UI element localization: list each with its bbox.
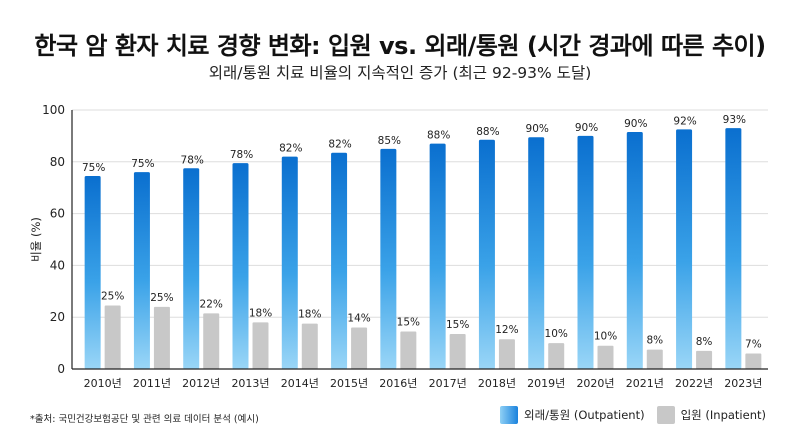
x-tick-label: 2015년 (330, 377, 368, 390)
data-label-outpatient: 85% (378, 135, 401, 147)
data-label-outpatient: 78% (181, 154, 204, 166)
data-label-inpatient: 8% (696, 336, 713, 348)
data-label-outpatient: 90% (575, 122, 598, 134)
bars (84, 128, 762, 369)
bar-outpatient (626, 132, 643, 369)
legend-label-outpatient: 외래/통원 (Outpatient) (523, 408, 645, 422)
bar-outpatient (84, 176, 101, 369)
bar-inpatient (548, 343, 565, 369)
data-label-outpatient: 78% (230, 149, 253, 161)
chart-title: 한국 암 환자 치료 경향 변화: 입원 vs. 외래/통원 (시간 경과에 따… (34, 32, 766, 60)
bar-outpatient (281, 156, 298, 369)
data-label-outpatient: 82% (279, 143, 302, 155)
bar-inpatient (745, 353, 762, 369)
bar-inpatient (400, 331, 417, 369)
data-label-outpatient: 92% (673, 115, 696, 127)
data-label-outpatient: 90% (624, 118, 647, 130)
bar-inpatient (646, 349, 663, 369)
data-label-inpatient: 10% (594, 331, 617, 343)
chart-subtitle: 외래/통원 치료 비율의 지속적인 증가 (최근 92-93% 도달) (208, 64, 592, 82)
x-tick-label: 2018년 (478, 377, 516, 390)
bar-inpatient (498, 339, 515, 369)
bar-inpatient (449, 334, 466, 369)
data-label-inpatient: 25% (101, 291, 124, 303)
data-label-inpatient: 15% (397, 316, 420, 328)
data-label-inpatient: 14% (347, 313, 370, 325)
bar-outpatient (676, 129, 693, 369)
legend-swatch-inpatient (656, 406, 675, 424)
bar-outpatient (429, 143, 446, 369)
bar-inpatient (153, 306, 170, 369)
bar-outpatient (478, 139, 495, 369)
x-tick-label: 2019년 (527, 377, 565, 390)
x-tick-label: 2021년 (626, 377, 664, 390)
gridlines (72, 109, 768, 318)
data-label-outpatient: 88% (427, 130, 450, 142)
y-tick-label: 100 (42, 103, 65, 117)
bar-inpatient (597, 345, 614, 369)
bar-inpatient (696, 350, 713, 369)
bar-outpatient (133, 172, 150, 369)
data-label-inpatient: 15% (446, 319, 469, 331)
legend: 외래/통원 (Outpatient) 입원 (Inpatient) (499, 406, 766, 424)
data-label-inpatient: 18% (249, 307, 272, 319)
bar-outpatient (380, 148, 397, 369)
data-label-outpatient: 93% (723, 114, 746, 126)
x-tick-label: 2011년 (133, 377, 171, 390)
x-tick-label: 2010년 (84, 377, 122, 390)
data-label-inpatient: 8% (646, 335, 663, 347)
data-label-inpatient: 18% (298, 309, 321, 321)
data-label-outpatient: 75% (131, 158, 154, 170)
data-label-inpatient: 7% (745, 338, 762, 350)
y-tick-label: 60 (50, 207, 65, 221)
bar-outpatient (183, 168, 200, 369)
bar-inpatient (104, 305, 121, 369)
data-label-inpatient: 12% (495, 324, 518, 336)
data-label-inpatient: 25% (150, 292, 173, 304)
data-label-outpatient: 90% (526, 123, 549, 135)
bar-outpatient (528, 137, 545, 369)
x-tick-label: 2013년 (231, 377, 269, 390)
axes: 0 20 40 60 80 100 비율 (%) 2010년 2011년 2012년 2013년 20… (29, 103, 768, 390)
y-tick-label: 40 (50, 258, 65, 272)
x-tick-label: 2017년 (429, 377, 467, 390)
bar-inpatient (203, 313, 220, 369)
x-tick-label: 2023년 (724, 377, 762, 390)
y-tick-label: 0 (57, 362, 65, 376)
source-footnote: *출처: 국민건강보험공단 및 관련 의료 데이터 분석 (예시) (30, 414, 259, 425)
data-label-inpatient: 10% (545, 328, 568, 340)
bar-outpatient (725, 128, 742, 369)
data-label-outpatient: 82% (328, 139, 351, 151)
data-label-inpatient: 22% (200, 298, 223, 310)
legend-swatch-outpatient (499, 406, 518, 424)
x-tick-label: 2022년 (675, 377, 713, 390)
x-tick-label: 2016년 (379, 377, 417, 390)
x-tick-label: 2014년 (281, 377, 319, 390)
legend-label-inpatient: 입원 (Inpatient) (680, 408, 766, 422)
bar-inpatient (301, 323, 318, 369)
bar-inpatient (252, 322, 269, 369)
y-tick-label: 80 (50, 155, 65, 169)
bar-outpatient (232, 163, 249, 369)
y-tick-label: 20 (50, 310, 65, 324)
bar-outpatient (577, 135, 594, 369)
x-tick-label: 2012년 (182, 377, 220, 390)
data-labels: 75% 25% 75% 25% 78% 22% 78% 18% 82% 18% 82% 14% 85% 1… (82, 114, 762, 350)
data-label-outpatient: 88% (476, 126, 499, 138)
data-label-outpatient: 75% (82, 162, 105, 174)
x-tick-label: 2020년 (576, 377, 614, 390)
bar-inpatient (351, 327, 368, 369)
bar-outpatient (331, 152, 348, 369)
y-axis-label: 비율 (%) (29, 217, 43, 262)
